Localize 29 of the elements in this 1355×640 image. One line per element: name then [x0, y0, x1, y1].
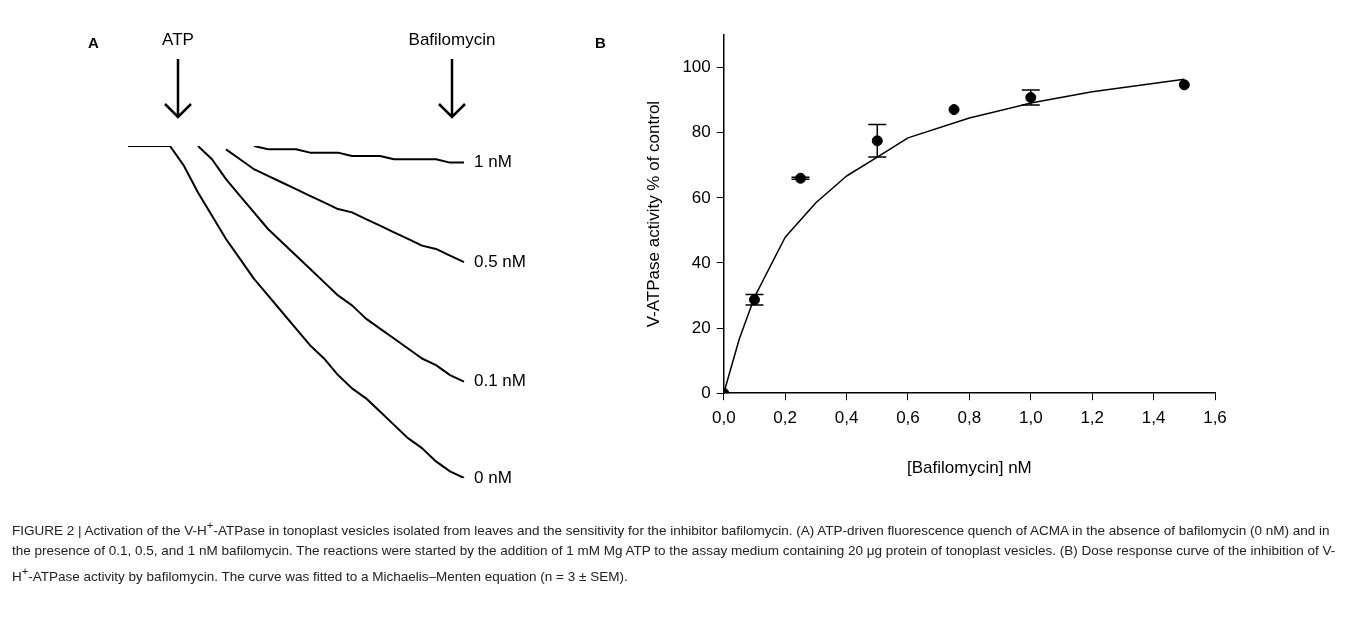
text: Bafilomycin [408, 30, 496, 50]
y-tick-label: 40 [691, 252, 711, 272]
y-tick-label: 0 [701, 382, 711, 402]
x-tick-label: 0,0 [711, 408, 736, 428]
x-tick-label: 0,8 [957, 408, 982, 428]
x-tick-label: 1,6 [1203, 408, 1227, 428]
point [871, 135, 883, 147]
y-tick-label: 60 [691, 187, 711, 207]
point [948, 104, 960, 116]
x-axis-title: [Bafilomycin] nM [907, 458, 1032, 478]
x-tick-label: 1,2 [1080, 408, 1105, 428]
x-tick-label: 1,4 [1141, 408, 1166, 428]
caption: FIGURE 2 | Activation of the V-H$^{+}$-ATPase in tonoplast vesicles isolated from leaves and the sensitivity for the inhibitor bafilomycin. (A) ATP-driven fluorescence quench of ACMA in the absence of bafilomycin (0 nM) and in the presence of 0.1, 0.5, and 1 nM bafilomycin. The reactions were started by the addition of 1 mM Mg ATP to the assay medium containing 20 μg protein of tonoplast vesicles. (B) Dose response curve of the inhibition of V-H$^{+}$-ATPase activity by bafilomycin. The curve was fitted to a Michaelis–Menten equation (n = 3 ± SEM). [12, 518, 1337, 586]
text: ATP [162, 30, 194, 50]
x-tick-label: 0,2 [773, 408, 797, 428]
y-tick-label: 100 [682, 57, 711, 77]
point [1178, 79, 1190, 91]
series-label: 0 nM [474, 467, 512, 487]
y-tick-label: 80 [691, 122, 711, 142]
x-tick-label: 0,6 [896, 408, 920, 428]
x-tick-label: 1,0 [1018, 408, 1043, 428]
y-tick-label: 20 [691, 317, 711, 337]
series-label: 0.1 nM [474, 371, 526, 391]
chart-title: A [88, 34, 99, 51]
x-tick-label: 0,4 [834, 408, 859, 428]
series-label: 1 nM [474, 152, 512, 172]
series-label: 0.5 nM [474, 251, 526, 271]
text: B [595, 34, 606, 51]
y-axis-title: V-ATPase activity % of control [643, 100, 663, 328]
